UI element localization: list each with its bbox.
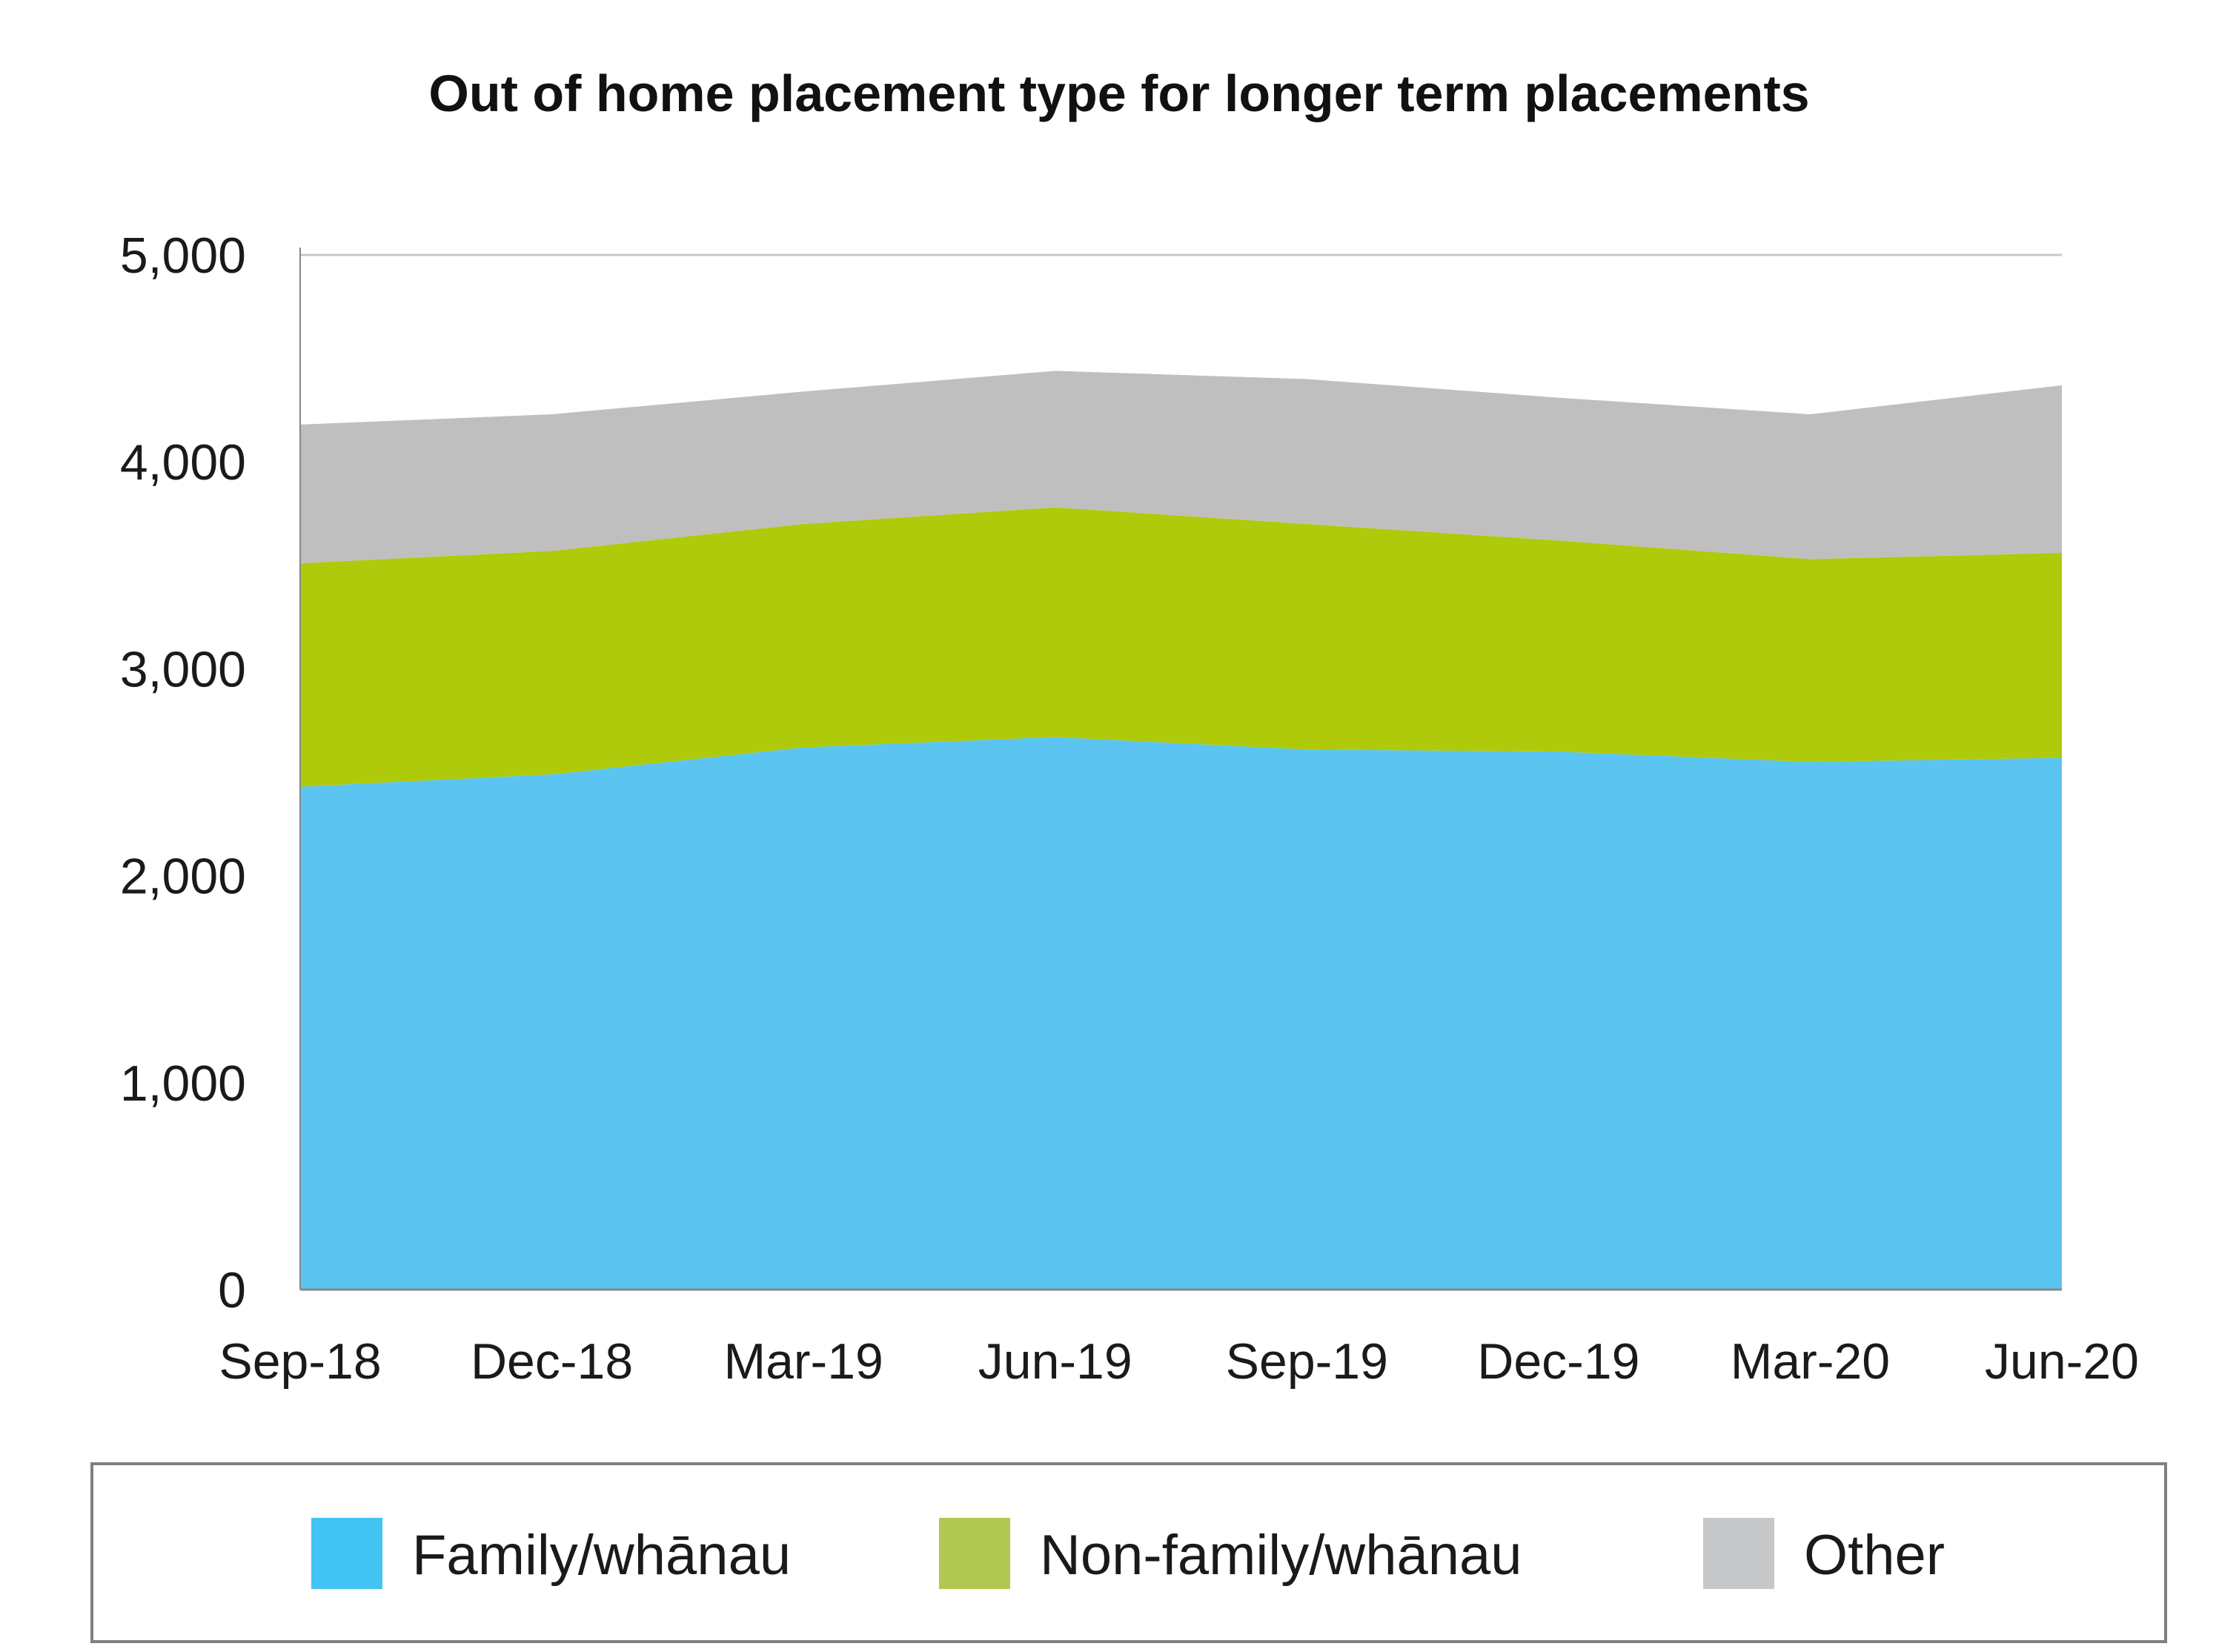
y-axis-ticks: 0 1,000 2,000 3,000 4,000 5,000 — [120, 228, 246, 1318]
area-non-family-wh-nau — [300, 507, 2062, 787]
x-tick-label: Dec-19 — [1477, 1333, 1639, 1390]
y-tick-label: 5,000 — [120, 228, 246, 284]
x-axis-ticks: Sep-18 Dec-18 Mar-19 Jun-19 Sep-19 Dec-19 Mar-… — [219, 1333, 2139, 1390]
chart-title: Out of home placement type for longer te… — [428, 64, 1809, 122]
area-family-wh-nau — [300, 737, 2062, 1290]
legend-swatch-non-family-wh-nau — [939, 1518, 1010, 1589]
x-tick-label: Jun-19 — [978, 1333, 1132, 1390]
legend-label-family-wh-nau: Family/whānau — [412, 1524, 791, 1587]
axes — [299, 248, 2062, 1291]
x-tick-label: Sep-19 — [1226, 1333, 1388, 1390]
y-tick-label: 0 — [218, 1262, 246, 1318]
legend-box — [90, 1462, 2167, 1643]
x-tick-label: Mar-20 — [1731, 1333, 1890, 1390]
y-tick-label: 1,000 — [120, 1055, 246, 1112]
y-tick-label: 2,000 — [120, 849, 246, 905]
legend: Family/whānau Non-family/whānau Other — [90, 1462, 2167, 1643]
x-tick-label: Mar-19 — [723, 1333, 883, 1390]
plot-areas — [300, 371, 2062, 1290]
area-other — [300, 371, 2062, 563]
legend-label-non-family-wh-nau: Non-family/whānau — [1040, 1524, 1522, 1587]
x-tick-label: Sep-18 — [219, 1333, 381, 1390]
legend-swatch-other — [1703, 1518, 1774, 1589]
legend-label-other: Other — [1804, 1524, 1945, 1587]
x-tick-label: Jun-20 — [1985, 1333, 2139, 1390]
y-tick-label: 3,000 — [120, 641, 246, 697]
legend-swatch-family-wh-nau — [311, 1518, 382, 1589]
y-tick-label: 4,000 — [120, 434, 246, 491]
x-tick-label: Dec-18 — [471, 1333, 633, 1390]
